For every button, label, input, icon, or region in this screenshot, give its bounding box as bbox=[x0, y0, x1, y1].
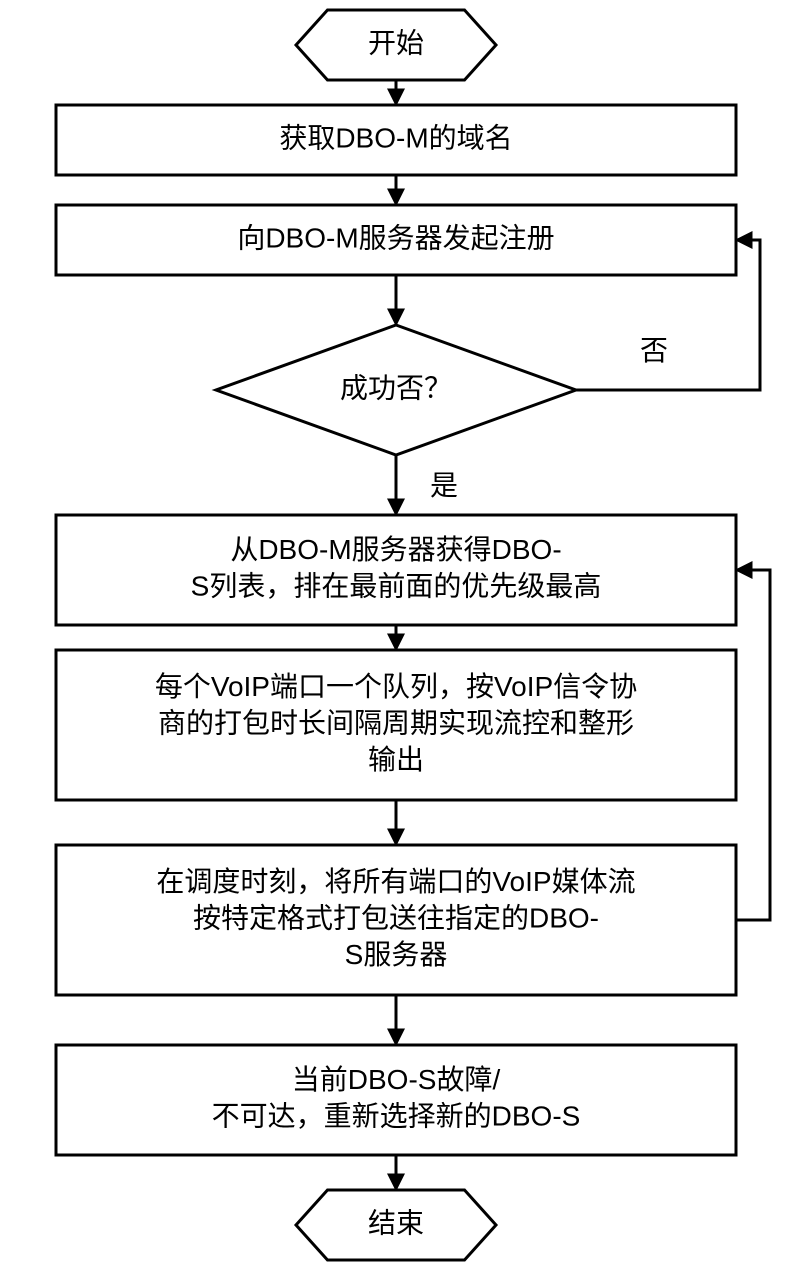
node-n2: 向DBO-M服务器发起注册 bbox=[56, 205, 736, 275]
node-text: 从DBO-M服务器获得DBO- bbox=[230, 534, 561, 565]
node-text: 输出 bbox=[368, 744, 424, 775]
edge bbox=[736, 570, 770, 920]
flowchart-diagram: 是 否 开始获取DBO-M的域名向DBO-M服务器发起注册成功否？ 从DBO-M服务器… bbox=[0, 0, 792, 1288]
node-d1: 成功否？ bbox=[216, 325, 576, 455]
node-n3: 从DBO-M服务器获得DBO- S列表，排在最前面的优先级最高 bbox=[56, 515, 736, 625]
node-text: 商的打包时长间隔周期实现流控和整形 bbox=[158, 707, 634, 738]
node-text: 成功否？ bbox=[340, 372, 452, 403]
node-text: S服务器 bbox=[345, 939, 448, 970]
node-text: 不可达，重新选择新的DBO-S bbox=[212, 1101, 581, 1132]
node-text: 结束 bbox=[368, 1207, 424, 1238]
node-text: 获取DBO-M的域名 bbox=[279, 122, 512, 153]
node-start: 开始 bbox=[296, 10, 496, 80]
node-text: 在调度时刻，将所有端口的VoIP媒体流 bbox=[156, 866, 635, 897]
node-text: 开始 bbox=[368, 27, 424, 58]
node-text: 按特定格式打包送往指定的DBO- bbox=[193, 902, 599, 933]
edge-label: 否 bbox=[640, 335, 668, 366]
node-n1: 获取DBO-M的域名 bbox=[56, 105, 736, 175]
node-text: S列表，排在最前面的优先级最高 bbox=[191, 571, 602, 602]
node-text: 当前DBO-S故障/ bbox=[292, 1064, 501, 1095]
edge-label: 是 bbox=[430, 470, 458, 501]
node-n6: 当前DBO-S故障/不可达，重新选择新的DBO-S bbox=[56, 1045, 736, 1155]
node-n4: 每个VoIP端口一个队列，按VoIP信令协商的打包时长间隔周期实现流控和整形输出 bbox=[56, 650, 736, 800]
node-end: 结束 bbox=[296, 1190, 496, 1260]
node-text: 每个VoIP端口一个队列，按VoIP信令协 bbox=[155, 671, 637, 702]
node-n5: 在调度时刻，将所有端口的VoIP媒体流按特定格式打包送往指定的DBO- S服务器 bbox=[56, 845, 736, 995]
node-text: 向DBO-M服务器发起注册 bbox=[237, 222, 554, 253]
